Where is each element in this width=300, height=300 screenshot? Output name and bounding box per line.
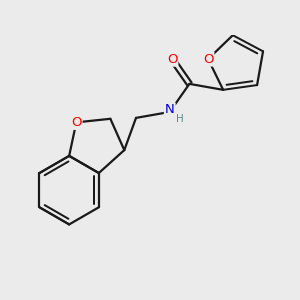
Text: O: O: [167, 53, 177, 66]
Text: N: N: [165, 103, 175, 116]
Text: O: O: [71, 116, 82, 129]
Text: H: H: [176, 114, 183, 124]
Text: O: O: [203, 52, 213, 65]
